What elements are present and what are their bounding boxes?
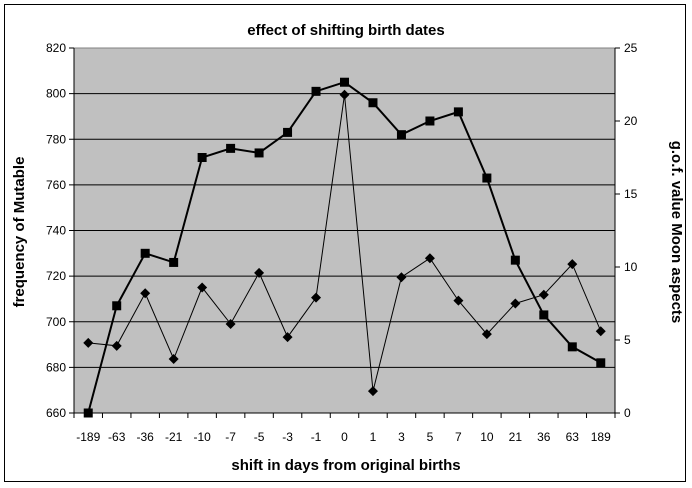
- right-tick-label: 15: [624, 187, 638, 201]
- left-tick-label: 700: [46, 315, 66, 329]
- x-axis-ticks: -189 -63 -36 -21 -10 -7 -5 -3 -1 0 1 3 5 7 10 21 36 63 189: [73, 413, 616, 444]
- x-tick-label: -21: [165, 430, 183, 444]
- left-axis-label: frequency of Mutable: [11, 157, 28, 308]
- data-point-square: [368, 98, 378, 108]
- x-tick-label: 63: [566, 430, 580, 444]
- data-point-square: [482, 173, 492, 183]
- chart-title: effect of shifting birth dates: [247, 22, 445, 39]
- left-tick-label: 780: [46, 132, 66, 146]
- x-tick-label: -63: [108, 430, 126, 444]
- data-point-square: [453, 107, 463, 117]
- right-axis-label: g.o.f. value Moon aspects: [668, 141, 685, 324]
- series-moon-aspects: [83, 89, 606, 397]
- x-axis-label: shift in days from original births: [231, 457, 460, 474]
- x-tick-label: 36: [537, 430, 551, 444]
- x-tick-label: -7: [225, 430, 236, 444]
- x-tick-label: -5: [254, 430, 265, 444]
- x-tick-label: 0: [341, 430, 348, 444]
- data-point-square: [567, 342, 577, 352]
- x-tick-label: 10: [480, 430, 494, 444]
- x-tick-label: -10: [193, 430, 211, 444]
- data-point-diamond: [396, 272, 407, 283]
- data-point-diamond: [83, 337, 94, 348]
- x-tick-label: 1: [370, 430, 377, 444]
- data-point-diamond: [140, 288, 151, 299]
- left-tick-label: 680: [46, 360, 66, 374]
- right-tick-label: 20: [624, 114, 638, 128]
- left-tick-label: 800: [46, 87, 66, 101]
- left-tick-label: 760: [46, 178, 66, 192]
- data-point-diamond: [254, 267, 265, 278]
- data-point-square: [283, 127, 293, 137]
- left-axis-ticks: 660 680 700 720 740 760 780 800 820: [46, 41, 74, 420]
- data-point-square: [83, 408, 93, 418]
- x-tick-label: -1: [311, 430, 322, 444]
- right-tick-label: 10: [624, 260, 638, 274]
- data-point-diamond: [595, 326, 606, 337]
- data-point-square: [311, 86, 321, 96]
- data-point-square: [510, 255, 520, 265]
- data-point-square: [539, 310, 549, 320]
- data-point-diamond: [481, 329, 492, 340]
- right-tick-label: 5: [624, 333, 631, 347]
- data-point-diamond: [111, 340, 122, 351]
- data-point-diamond: [567, 259, 578, 270]
- data-point-square: [197, 153, 207, 162]
- data-point-diamond: [339, 89, 350, 100]
- left-tick-label: 660: [46, 406, 66, 420]
- series-layer: [83, 77, 606, 418]
- data-point-square: [396, 130, 406, 140]
- x-tick-label: 189: [591, 430, 611, 444]
- data-point-diamond: [311, 292, 322, 303]
- data-point-diamond: [453, 295, 464, 306]
- x-tick-label: 3: [398, 430, 405, 444]
- data-point-diamond: [367, 386, 378, 397]
- x-tick-label: 21: [509, 430, 523, 444]
- right-tick-label: 25: [624, 41, 638, 55]
- left-tick-label: 820: [46, 41, 66, 55]
- x-tick-label: 7: [455, 430, 462, 444]
- x-tick-label: -189: [76, 430, 100, 444]
- data-point-square: [340, 77, 349, 87]
- data-point-square: [596, 358, 606, 368]
- data-point-diamond: [510, 298, 521, 309]
- data-point-square: [112, 301, 122, 311]
- left-tick-label: 740: [46, 224, 66, 238]
- data-point-diamond: [225, 318, 236, 329]
- data-point-diamond: [538, 289, 549, 300]
- data-point-square: [226, 143, 236, 153]
- data-point-diamond: [282, 332, 293, 343]
- data-point-diamond: [197, 282, 208, 293]
- data-point-square: [169, 257, 179, 267]
- x-tick-label: -36: [137, 430, 155, 444]
- left-tick-label: 720: [46, 269, 66, 283]
- data-point-diamond: [168, 353, 179, 364]
- data-point-diamond: [424, 253, 435, 264]
- series-mutable: [83, 77, 606, 418]
- gridlines: [74, 93, 615, 368]
- data-point-square: [140, 248, 150, 258]
- right-tick-label: 0: [624, 406, 631, 420]
- data-point-square: [254, 148, 264, 158]
- data-point-square: [425, 116, 435, 126]
- x-tick-label: -3: [282, 430, 293, 444]
- right-axis-ticks: 0 5 10 15 20 25: [615, 41, 638, 420]
- x-tick-label: 5: [427, 430, 434, 444]
